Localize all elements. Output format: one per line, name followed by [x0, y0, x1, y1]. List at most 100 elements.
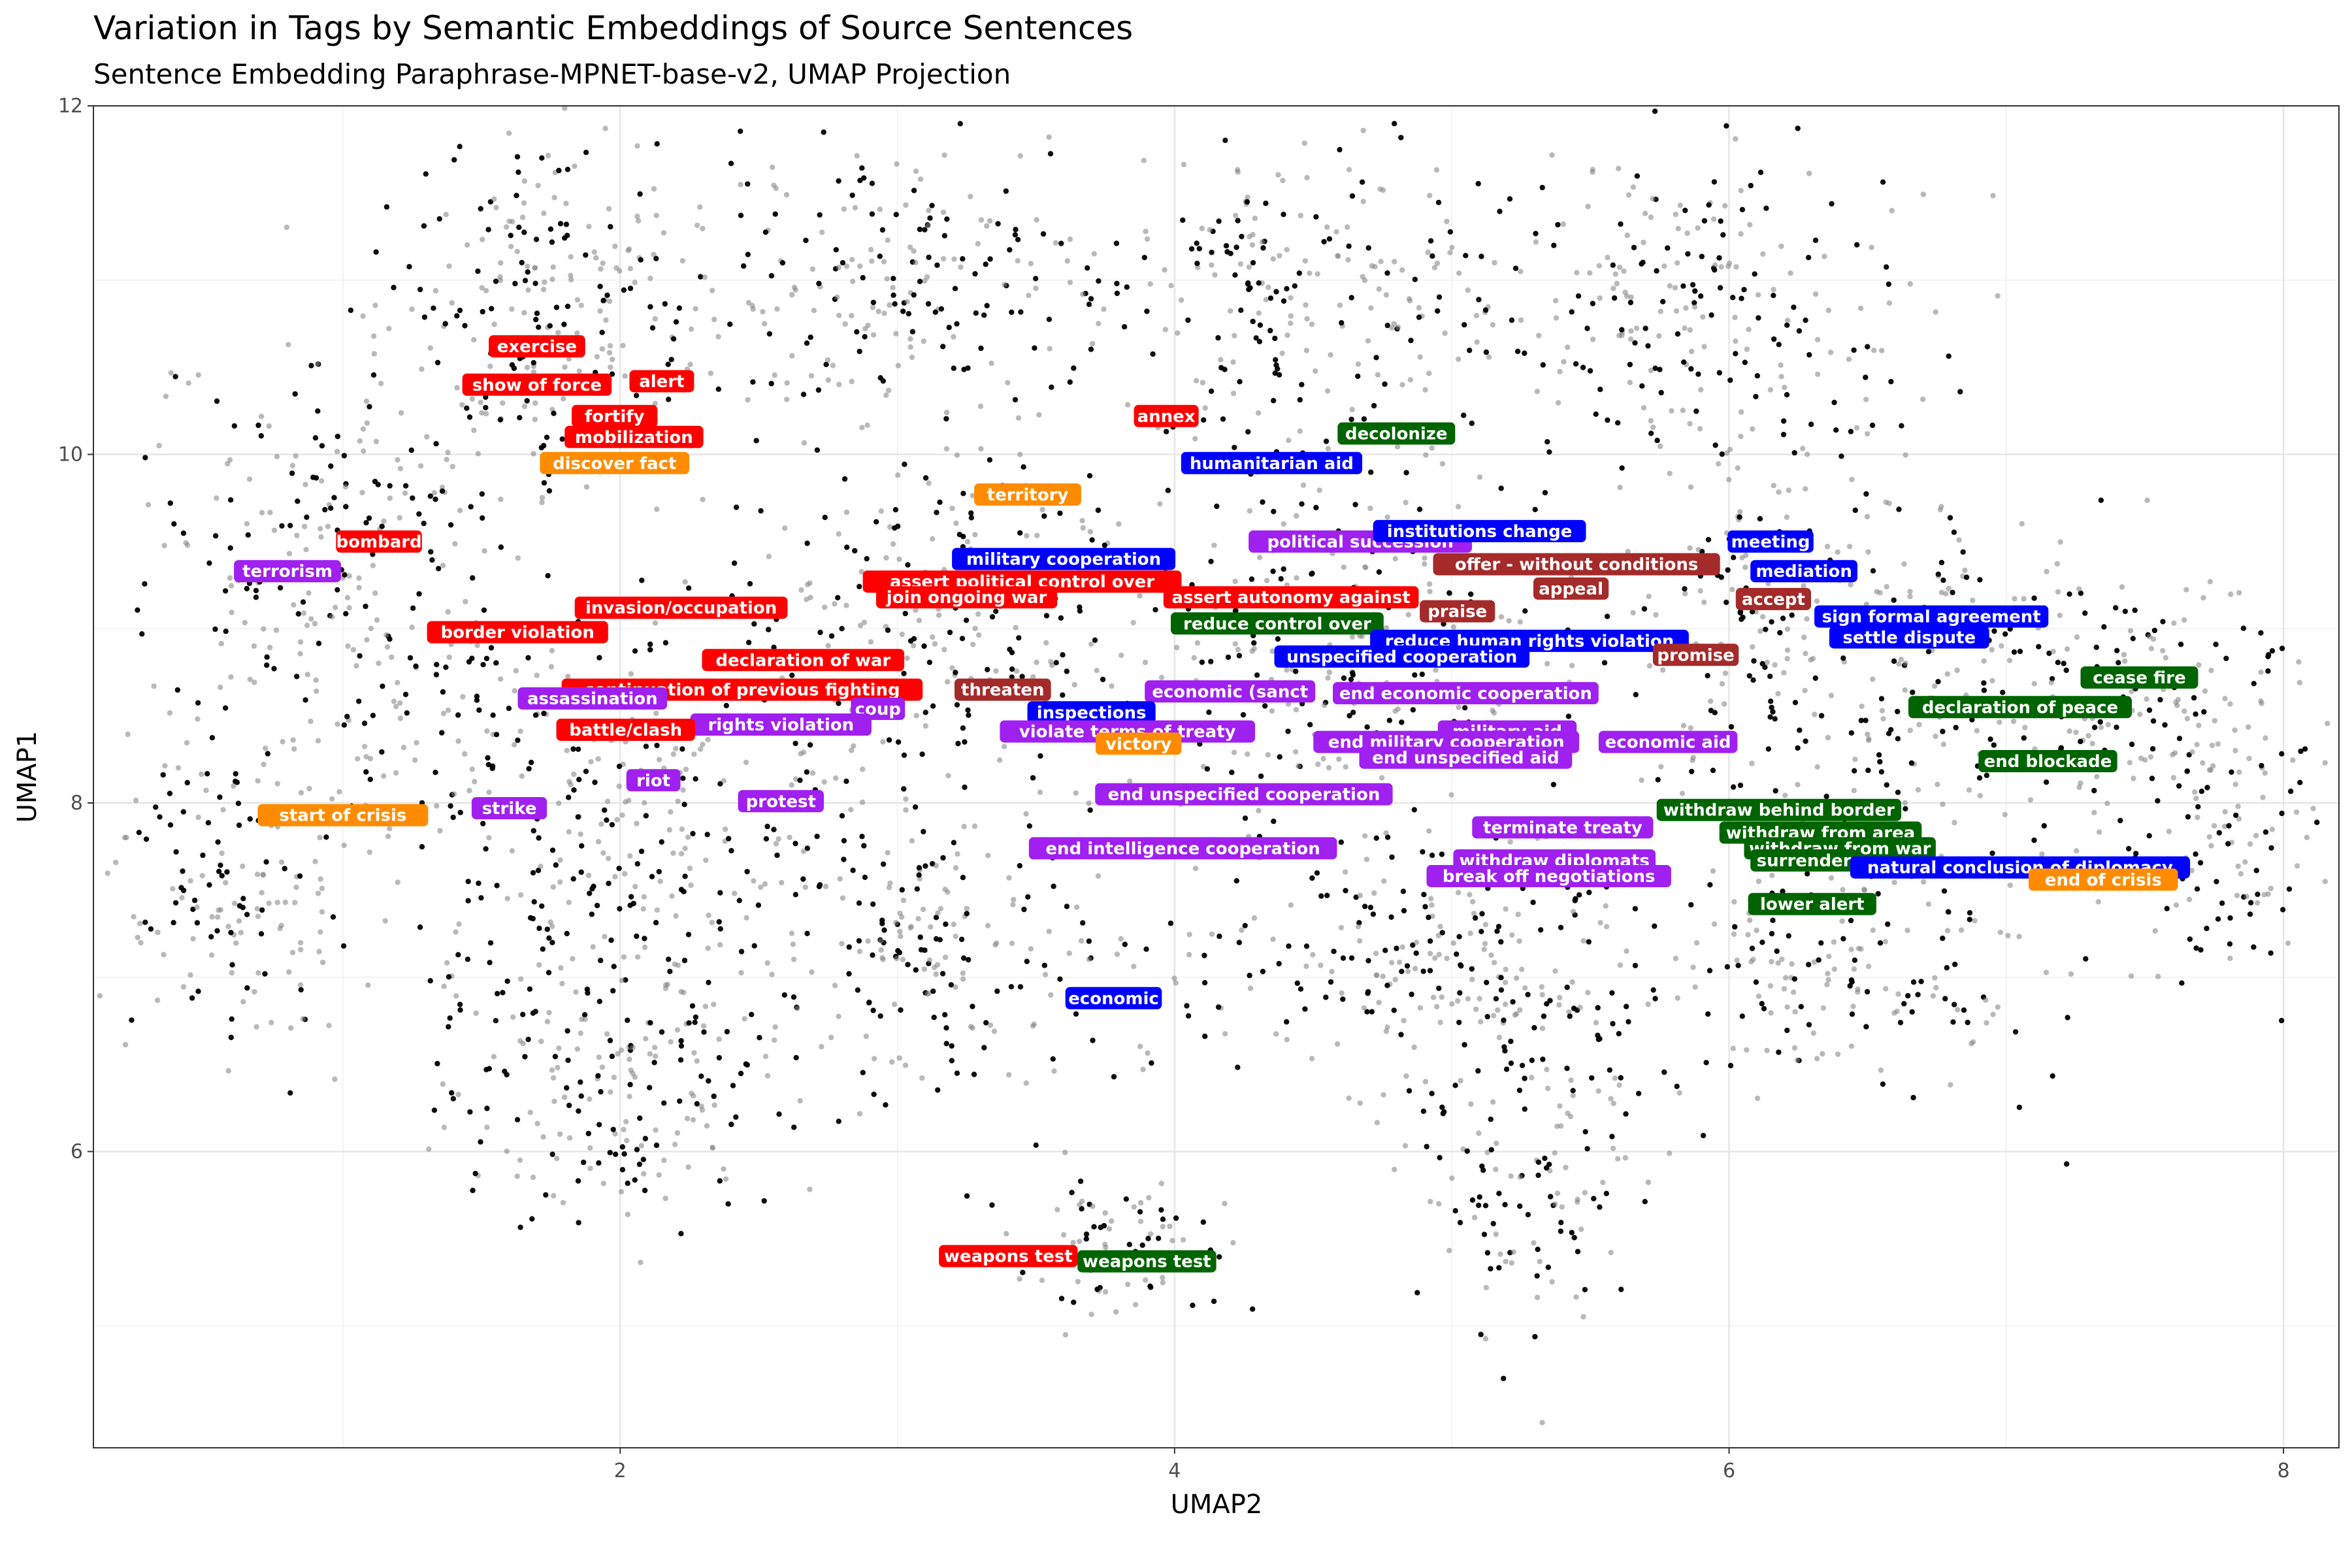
data-point	[1522, 1106, 1527, 1112]
data-point	[875, 308, 881, 314]
data-point	[1427, 193, 1433, 199]
data-point	[954, 321, 960, 327]
data-point	[1152, 607, 1158, 613]
data-point	[1367, 505, 1373, 512]
data-point	[1388, 914, 1394, 921]
data-point	[1025, 894, 1031, 900]
data-point	[2061, 661, 2066, 666]
data-point	[1160, 1275, 1166, 1281]
data-point	[801, 440, 808, 446]
data-point	[930, 703, 936, 709]
data-point	[901, 786, 907, 792]
data-point	[1907, 593, 1913, 600]
data-point	[2240, 625, 2247, 631]
data-point	[1232, 641, 1239, 647]
data-point	[555, 1064, 561, 1071]
data-point	[949, 1043, 955, 1049]
data-point	[692, 1019, 698, 1026]
tag-label-box	[1095, 783, 1393, 806]
data-point	[1118, 936, 1124, 942]
data-point	[662, 1196, 668, 1201]
data-point	[1501, 1017, 1507, 1023]
data-point	[1260, 968, 1266, 975]
data-point	[1125, 402, 1131, 408]
data-point	[1554, 1123, 1560, 1130]
data-point	[1186, 932, 1192, 938]
data-point	[517, 1157, 523, 1164]
data-point	[1273, 357, 1279, 363]
data-point	[1721, 701, 1727, 707]
tag-label-box	[1908, 696, 2132, 719]
data-point	[318, 478, 325, 484]
data-point	[1494, 928, 1500, 934]
data-point	[454, 385, 460, 391]
tag-label: weapons test	[1077, 1250, 1217, 1273]
data-point	[498, 497, 504, 502]
data-point	[1732, 924, 1738, 930]
data-point	[1086, 938, 1092, 944]
data-point	[564, 747, 570, 754]
data-point	[171, 521, 177, 527]
data-point	[811, 308, 817, 314]
data-point	[919, 751, 925, 757]
data-point	[760, 308, 766, 315]
data-point	[1932, 975, 1938, 981]
data-point	[960, 970, 966, 976]
data-point	[570, 746, 576, 752]
data-point	[716, 1036, 722, 1042]
data-point	[1321, 702, 1328, 708]
data-point	[286, 342, 291, 348]
data-point	[1748, 182, 1754, 189]
data-point	[397, 466, 404, 472]
data-point	[653, 1142, 660, 1149]
tag-label: meeting	[1727, 530, 1814, 553]
data-point	[934, 962, 941, 968]
data-point	[612, 1151, 619, 1158]
data-point	[2226, 823, 2232, 829]
data-point	[2219, 900, 2225, 906]
data-point	[1597, 1204, 1603, 1210]
data-point	[363, 603, 368, 610]
data-point	[538, 863, 544, 870]
data-point	[1546, 449, 1552, 455]
data-point	[478, 1139, 483, 1145]
x-axis-title: UMAP2	[1171, 1490, 1263, 1520]
data-point	[2232, 781, 2238, 787]
data-point	[1419, 671, 1425, 678]
data-point	[521, 200, 527, 206]
data-point	[342, 483, 349, 490]
data-point	[406, 264, 412, 270]
tag-label: strike	[471, 797, 547, 819]
data-point	[907, 244, 913, 250]
data-point	[643, 813, 649, 819]
data-point	[308, 616, 314, 622]
data-point	[1784, 322, 1790, 328]
data-point	[726, 836, 732, 841]
data-point	[531, 369, 537, 375]
data-point	[536, 324, 542, 330]
data-point	[1422, 561, 1428, 567]
data-point	[568, 276, 574, 283]
data-point	[1223, 243, 1230, 249]
data-point	[1624, 1004, 1629, 1009]
data-point	[1379, 775, 1385, 781]
data-point	[1757, 169, 1764, 175]
data-point	[840, 260, 846, 266]
data-point	[2054, 561, 2060, 567]
data-point	[1806, 351, 1812, 358]
data-point	[206, 560, 212, 566]
data-point	[345, 643, 351, 649]
data-point	[441, 1124, 448, 1130]
data-point	[814, 447, 821, 453]
data-point	[1984, 772, 1990, 779]
tag-label: weapons test	[939, 1245, 1078, 1267]
data-point	[547, 323, 553, 329]
data-point	[993, 668, 999, 674]
data-point	[2146, 634, 2153, 640]
data-point	[1349, 406, 1355, 412]
data-point	[218, 641, 224, 647]
data-point	[297, 873, 303, 879]
data-point	[1866, 964, 1872, 970]
data-point	[926, 254, 932, 261]
tag-label-box	[1028, 837, 1337, 860]
